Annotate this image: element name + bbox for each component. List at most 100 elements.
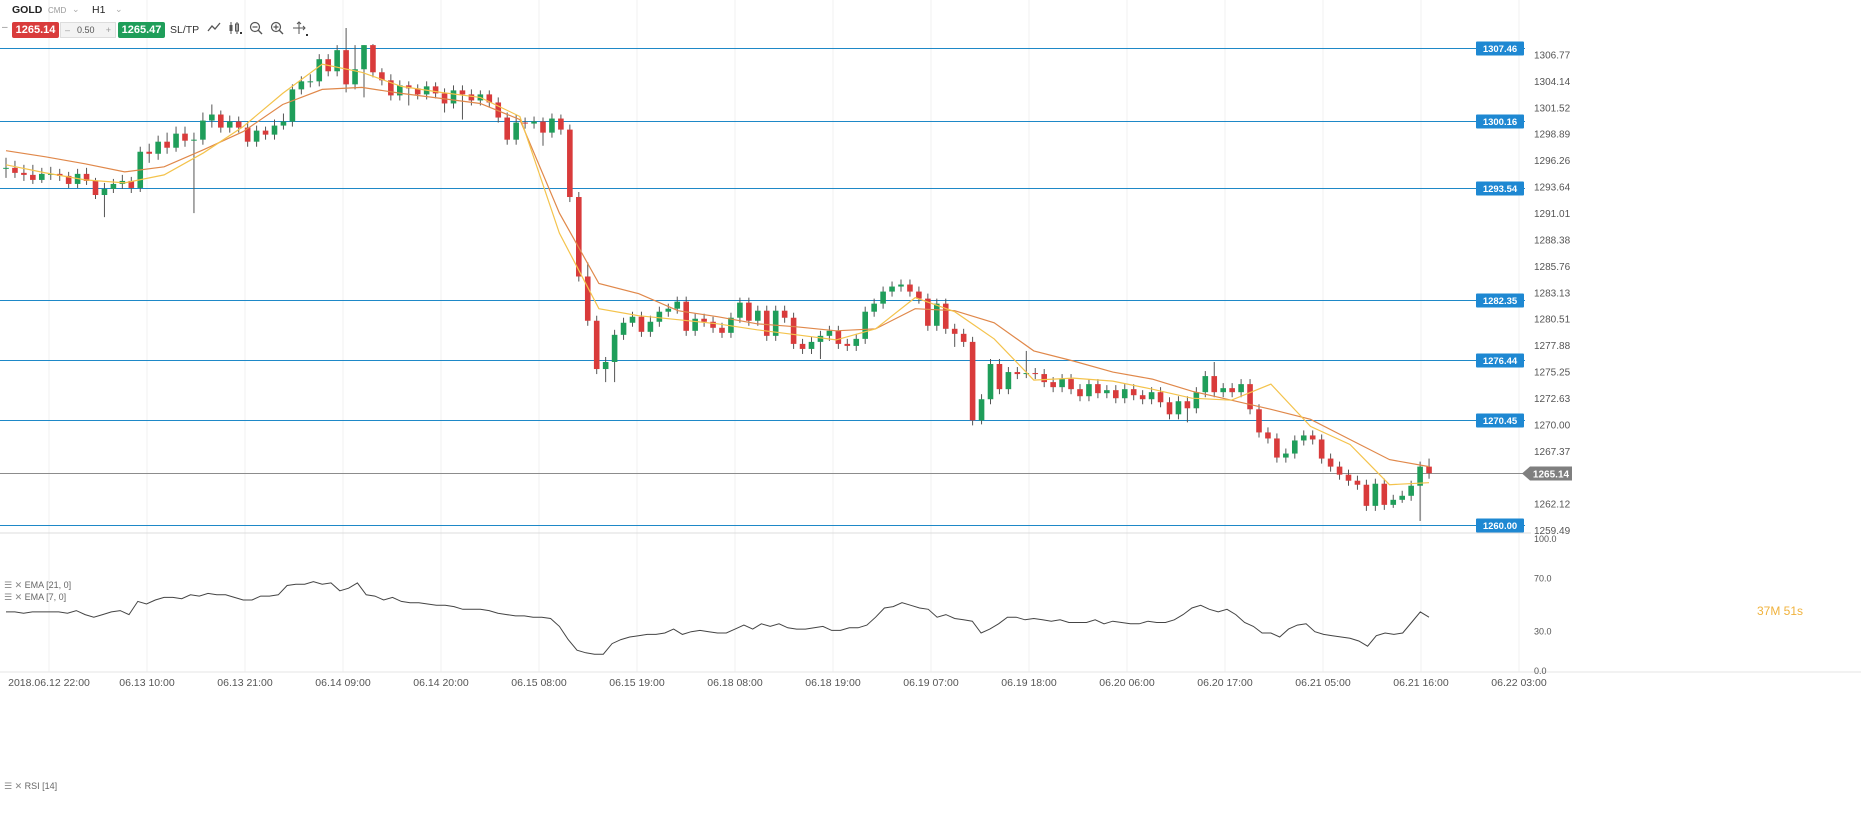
candle-body xyxy=(450,90,457,104)
candle-body xyxy=(1211,376,1218,393)
candle-body xyxy=(1104,390,1110,394)
level-tag xyxy=(1476,293,1524,308)
candle-body xyxy=(1148,392,1155,400)
price-tick-label: 1288.38 xyxy=(1534,235,1571,246)
candle-body xyxy=(898,284,904,287)
rsi-legend[interactable]: ☰ ✕ RSI [14] xyxy=(4,781,57,792)
time-tick-label: 06.20 06:00 xyxy=(1099,677,1155,689)
time-tick-label: 06.15 19:00 xyxy=(609,677,665,689)
candle-body xyxy=(405,85,412,89)
candle-body xyxy=(164,141,170,148)
rsi-line xyxy=(6,581,1430,655)
candle-body xyxy=(1363,484,1370,506)
candle-body xyxy=(504,117,510,140)
candle-body xyxy=(1372,483,1379,506)
crosshair-icon[interactable] xyxy=(292,21,308,37)
candle-body xyxy=(1265,432,1271,439)
volume-value[interactable]: 0.50 xyxy=(77,25,95,35)
remove-indicator-icon[interactable]: ✕ xyxy=(14,781,23,791)
candle-body xyxy=(226,121,233,128)
zoom-in-icon[interactable] xyxy=(269,21,285,37)
candle-body xyxy=(638,316,645,332)
time-axis: 2018.06.12 22:00 06.13 10:00 06.13 21:00 06… xyxy=(8,677,1547,689)
candle-body xyxy=(1113,390,1119,399)
candle-body xyxy=(83,173,90,181)
candle-body xyxy=(799,343,806,349)
buy-button[interactable]: 1265.47 xyxy=(118,22,165,38)
candle-body xyxy=(92,180,99,196)
line-chart-icon[interactable] xyxy=(206,21,222,37)
drag-handle-icon[interactable]: ☰ xyxy=(4,592,13,602)
candle-body xyxy=(755,310,761,321)
sell-button[interactable]: 1265.14 xyxy=(12,22,59,38)
candle-body xyxy=(253,130,260,142)
time-tick-label: 06.19 18:00 xyxy=(1001,677,1057,689)
candle-body xyxy=(128,180,135,188)
candle-body xyxy=(1300,435,1307,441)
level-tag xyxy=(1476,413,1524,428)
candle-body xyxy=(414,88,421,95)
time-tick-label: 06.14 09:00 xyxy=(315,677,371,689)
candle-body xyxy=(1077,389,1083,397)
candlestick-icon[interactable] xyxy=(227,21,243,37)
timeframe-selector[interactable]: H1 xyxy=(92,4,106,16)
candle-body xyxy=(316,59,323,82)
candle-body xyxy=(1318,439,1325,459)
candle-body xyxy=(271,125,278,135)
ema7-line xyxy=(5,63,1430,486)
ema7-legend[interactable]: ☰ ✕ EMA [7, 0] xyxy=(4,592,66,603)
level-tag xyxy=(1476,41,1524,56)
drag-handle-icon[interactable]: ☰ xyxy=(4,781,13,791)
candle-body xyxy=(1157,392,1164,403)
candle-body xyxy=(343,50,349,85)
candle-body xyxy=(719,327,725,333)
candle-body xyxy=(12,167,18,173)
price-tick-label: 1259.49 xyxy=(1534,526,1571,537)
symbol-name[interactable]: GOLD xyxy=(12,4,43,16)
zoom-out-icon[interactable] xyxy=(248,21,264,37)
candle-body xyxy=(101,188,108,196)
candle-body xyxy=(862,311,868,339)
candle-body xyxy=(549,118,555,133)
candle-body xyxy=(701,318,707,322)
candle-body xyxy=(629,316,636,323)
symbol-dropdown-icon[interactable]: ⌄ xyxy=(72,4,80,14)
level-tag-label: 1293.54 xyxy=(1483,184,1518,195)
drag-handle-icon[interactable]: ☰ xyxy=(4,580,13,590)
candle-body xyxy=(808,341,815,349)
time-tick-label: 06.18 08:00 xyxy=(707,677,763,689)
volume-decrease-button[interactable]: – xyxy=(65,25,71,35)
time-tick-label: 06.20 17:00 xyxy=(1197,677,1253,689)
candle-body xyxy=(388,80,394,96)
candle-body xyxy=(298,81,305,90)
candle-body xyxy=(647,321,654,332)
remove-indicator-icon[interactable]: ✕ xyxy=(14,592,23,602)
volume-increase-button[interactable]: + xyxy=(105,25,111,35)
candle-body xyxy=(218,114,224,128)
candle-body xyxy=(996,364,1003,390)
candle-body xyxy=(1229,388,1235,393)
candle-body xyxy=(191,139,197,141)
candle-body xyxy=(1283,453,1289,458)
candle-body xyxy=(1417,466,1423,486)
candle-body xyxy=(1292,440,1298,454)
volume-stepper[interactable]: – 0.50 + xyxy=(60,22,116,38)
candle-body xyxy=(602,362,609,370)
ema21-line xyxy=(5,86,1430,468)
current-price-label: 1265.14 xyxy=(1533,470,1570,481)
candle-body xyxy=(209,114,215,121)
remove-indicator-icon[interactable]: ✕ xyxy=(14,580,23,590)
ema21-legend[interactable]: ☰ ✕ EMA [21, 0] xyxy=(4,580,71,591)
candle-body xyxy=(1032,373,1039,375)
collapse-icon[interactable]: – xyxy=(2,22,8,33)
sltp-button[interactable]: SL/TP xyxy=(170,24,200,36)
price-tick-label: 1275.25 xyxy=(1534,368,1571,379)
candle-body xyxy=(1041,374,1047,383)
timeframe-dropdown-icon[interactable]: ⌄ xyxy=(115,4,123,14)
candle-body xyxy=(934,303,940,326)
candle-body xyxy=(155,141,161,154)
candle-body xyxy=(925,298,931,326)
rsi-pane: 100.0 70.0 30.0 0.0 xyxy=(6,534,1557,676)
